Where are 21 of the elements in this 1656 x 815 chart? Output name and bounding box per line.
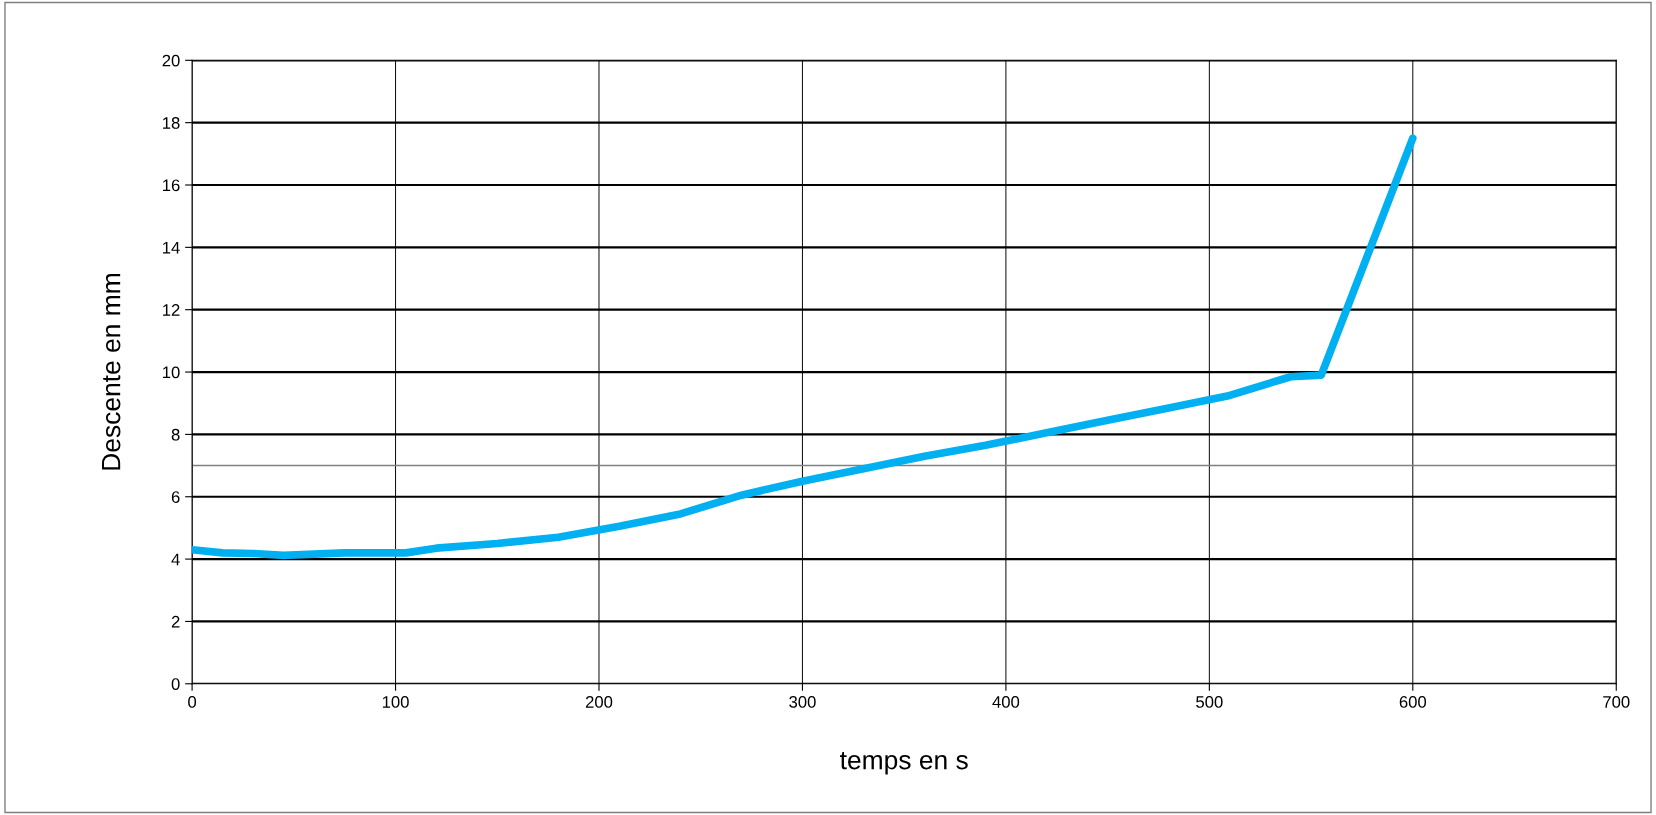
x-tick-label: 400 — [992, 696, 1020, 708]
y-tick-label: 14 — [163, 241, 180, 254]
x-tick-label: 700 — [1603, 696, 1630, 708]
y-tick-label: 8 — [171, 428, 180, 441]
y-tick-label: 12 — [163, 304, 180, 316]
y-tick-label: 6 — [171, 491, 180, 503]
x-tick-label: 0 — [188, 696, 197, 708]
y-tick-label: 0 — [171, 678, 180, 690]
y-tick-label: 4 — [171, 553, 180, 566]
y-tick-label: 2 — [171, 615, 180, 628]
x-tick-label: 100 — [382, 696, 409, 708]
y-axis-title: Descente en mm — [102, 274, 121, 470]
x-tick-label: 200 — [585, 696, 613, 708]
y-tick-label: 20 — [162, 54, 180, 67]
y-tick-label: 16 — [163, 179, 180, 192]
x-tick-label: 600 — [1399, 696, 1427, 708]
y-tick-label: 10 — [163, 366, 180, 379]
y-tick-label: 18 — [163, 117, 180, 129]
x-tick-label: 500 — [1196, 696, 1223, 708]
x-axis-title: temps en s — [840, 752, 968, 775]
x-tick-label: 300 — [789, 696, 816, 708]
